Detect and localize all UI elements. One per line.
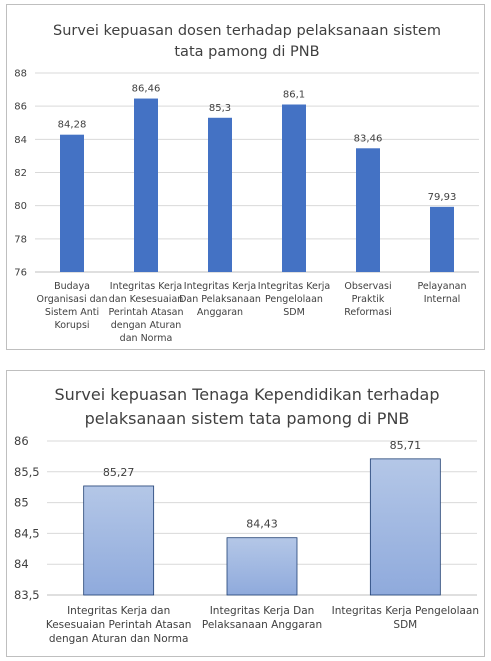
data-label: 85,3 bbox=[209, 103, 231, 114]
category-label: Praktik bbox=[352, 294, 385, 305]
bar bbox=[282, 104, 306, 272]
chart-title-line-0: Survei kepuasan dosen terhadap pelaksana… bbox=[53, 23, 441, 39]
category-label: dan Norma bbox=[120, 333, 173, 344]
category-label: SDM bbox=[393, 619, 417, 631]
data-label: 84,28 bbox=[58, 120, 87, 131]
bar bbox=[208, 117, 232, 273]
category-label: Internal bbox=[424, 294, 461, 305]
category-label: Perintah Atasan bbox=[108, 307, 183, 318]
data-label: 79,93 bbox=[428, 192, 457, 203]
chart-title-line-1: pelaksanaan sistem tata pamong di PNB bbox=[85, 409, 410, 428]
chart-title-line-1: tata pamong di PNB bbox=[174, 44, 319, 60]
y-tick-label: 84 bbox=[14, 557, 29, 571]
y-tick-label: 84,5 bbox=[14, 526, 40, 540]
y-tick-label: 86 bbox=[14, 434, 29, 448]
data-label: 86,46 bbox=[132, 84, 161, 95]
bar bbox=[226, 537, 298, 596]
chart-panel-tendik: Survei kepuasan Tenaga Kependidikan terh… bbox=[6, 370, 485, 657]
category-label: Reformasi bbox=[344, 307, 392, 318]
category-label: Pelayanan bbox=[417, 281, 466, 292]
category-label: dan Kesesuaian bbox=[109, 294, 184, 305]
data-label: 85,27 bbox=[103, 466, 135, 479]
bar bbox=[134, 98, 158, 272]
y-tick-label: 84 bbox=[14, 135, 27, 146]
category-label: Pelaksanaan Anggaran bbox=[202, 619, 322, 631]
y-tick-label: 83,5 bbox=[14, 588, 40, 602]
category-label: Sistem Anti bbox=[45, 307, 99, 318]
bar bbox=[83, 485, 155, 596]
category-label: Observasi bbox=[344, 281, 391, 292]
category-label: Korupsi bbox=[54, 320, 89, 331]
chart-tendik: Survei kepuasan Tenaga Kependidikan terh… bbox=[14, 385, 479, 645]
category-label: Integritas Kerja Dan bbox=[210, 605, 315, 617]
bar bbox=[60, 134, 84, 272]
y-tick-label: 88 bbox=[14, 69, 27, 80]
category-label: Integritas Kerja dan bbox=[67, 605, 170, 617]
category-label: Dan Pelaksanaan bbox=[179, 294, 261, 305]
y-tick-label: 80 bbox=[14, 201, 27, 212]
y-tick-label: 78 bbox=[14, 234, 27, 245]
category-label: SDM bbox=[283, 307, 305, 318]
data-label: 86,1 bbox=[283, 90, 305, 101]
y-tick-label: 85,5 bbox=[14, 465, 40, 479]
category-label: Pengelolaan bbox=[265, 294, 323, 305]
category-label: Integritas Kerja bbox=[258, 281, 330, 292]
category-label: Kesesuaian Perintah Atasan bbox=[46, 619, 192, 631]
category-label: dengan Aturan bbox=[111, 320, 182, 331]
chart-dosen: Survei kepuasan dosen terhadap pelaksana… bbox=[14, 23, 479, 344]
chart-title-line-0: Survei kepuasan Tenaga Kependidikan terh… bbox=[55, 385, 440, 404]
data-label: 84,43 bbox=[246, 518, 278, 531]
y-tick-label: 85 bbox=[14, 496, 29, 510]
category-label: Integritas Kerja bbox=[110, 281, 182, 292]
category-label: Integritas Kerja Pengelolaan bbox=[332, 605, 479, 617]
category-label: Integritas Kerja bbox=[184, 281, 256, 292]
bar bbox=[356, 148, 380, 272]
bar bbox=[430, 206, 454, 272]
category-label: dengan Aturan dan Norma bbox=[49, 633, 189, 645]
category-label: Organisasi dan bbox=[37, 294, 108, 305]
bar bbox=[369, 458, 441, 596]
category-label: Anggaran bbox=[197, 307, 243, 318]
y-tick-label: 82 bbox=[14, 168, 27, 179]
chart-panel-dosen: Survei kepuasan dosen terhadap pelaksana… bbox=[6, 4, 485, 350]
data-label: 83,46 bbox=[354, 133, 383, 144]
y-tick-label: 86 bbox=[14, 102, 27, 113]
data-label: 85,71 bbox=[390, 439, 422, 452]
y-tick-label: 76 bbox=[14, 268, 27, 279]
category-label: Budaya bbox=[54, 281, 90, 292]
